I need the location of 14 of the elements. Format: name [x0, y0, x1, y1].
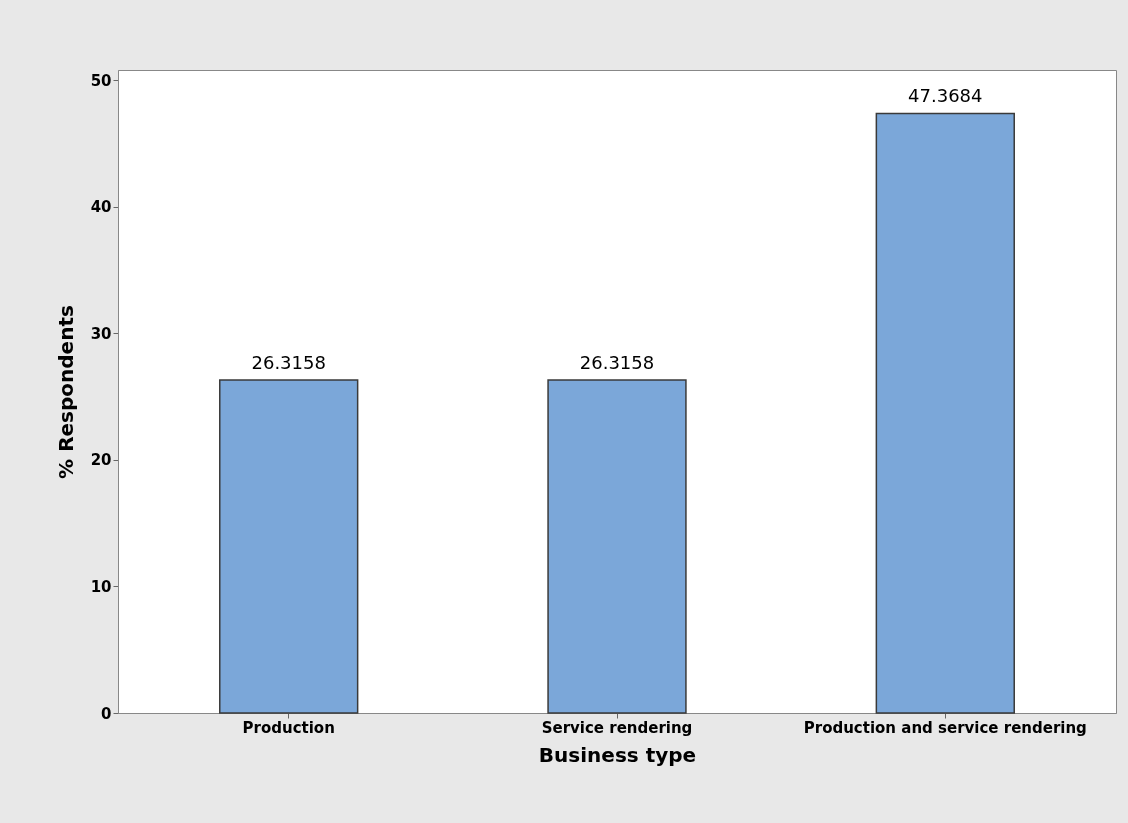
x-tick-label: Service rendering — [541, 718, 693, 737]
y-tick-label: 50 — [90, 71, 112, 90]
x-tick-label: Production — [242, 718, 335, 737]
y-axis-title: % Respondents — [53, 305, 78, 479]
y-tick-label: 40 — [90, 198, 112, 217]
y-tick-label: 20 — [90, 451, 112, 470]
x-tick-label: Production and service rendering — [803, 718, 1087, 737]
data-label: 26.3158 — [579, 351, 655, 373]
x-axis-title: Business type — [538, 742, 697, 767]
data-label: 26.3158 — [251, 351, 326, 373]
y-tick-label: 0 — [101, 704, 112, 723]
y-tick-label: 10 — [90, 577, 112, 596]
data-label: 47.3684 — [908, 85, 983, 107]
y-tick-label: 30 — [90, 324, 112, 343]
